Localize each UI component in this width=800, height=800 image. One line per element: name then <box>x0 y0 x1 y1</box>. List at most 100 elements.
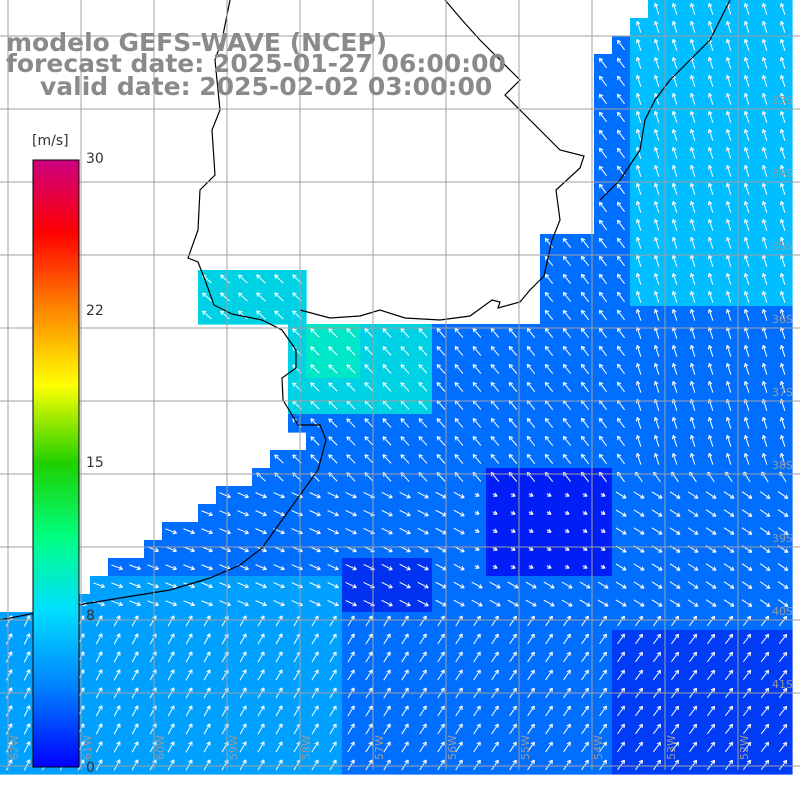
wind-arrow <box>653 110 660 123</box>
title-forecast-date: forecast date: 2025-01-27 06:00:00 <box>6 49 506 78</box>
wind-arrow <box>239 759 247 771</box>
wind-arrow <box>347 669 355 681</box>
wind-arrow <box>743 2 750 15</box>
wind-arrow <box>347 723 355 735</box>
wind-arrow <box>383 669 391 681</box>
wind-arrow <box>687 599 699 607</box>
wind-arrow <box>706 705 716 717</box>
wind-arrow <box>543 599 555 607</box>
wind-arrow <box>310 328 320 338</box>
wind-arrow <box>671 38 678 51</box>
wind-arrow <box>455 669 463 681</box>
wind-arrow <box>741 599 753 607</box>
colorbar-tick-22: 22 <box>86 303 104 319</box>
wind-arrow <box>761 308 768 321</box>
wind-arrow <box>5 723 13 735</box>
wind-arrow <box>580 237 590 249</box>
wind-arrow <box>669 563 681 571</box>
wind-arrow <box>417 491 429 499</box>
wind-arrow <box>671 362 678 375</box>
wind-arrow <box>689 128 696 141</box>
wind-arrow <box>563 651 571 663</box>
wind-arrow <box>635 380 642 393</box>
wind-arrow <box>5 741 13 753</box>
wind-arrow <box>544 309 554 321</box>
wind-arrow <box>671 110 678 123</box>
wind-arrow <box>617 723 626 735</box>
wind-arrow <box>328 346 338 356</box>
wind-arrow <box>257 705 265 717</box>
wind-arrow <box>185 651 193 663</box>
wind-arrow <box>131 669 139 681</box>
wind-arrow <box>419 669 427 681</box>
wind-arrow <box>201 600 213 607</box>
wind-arrow <box>633 563 645 571</box>
wind-arrow <box>185 705 193 717</box>
wind-arrow <box>707 2 714 15</box>
wind-arrow <box>579 599 591 607</box>
wind-arrow <box>329 633 337 645</box>
wind-arrow <box>383 759 391 771</box>
wind-arrow <box>203 651 211 663</box>
wind-arrow <box>597 581 609 589</box>
wind-arrow <box>617 705 626 717</box>
latitude-label: 40S <box>772 605 793 618</box>
wind-arrow <box>309 600 321 607</box>
wind-arrow <box>779 434 786 447</box>
wind-arrow <box>508 363 518 374</box>
wind-arrow <box>653 272 660 285</box>
wind-arrow <box>455 723 463 735</box>
wind-arrow <box>633 509 645 517</box>
wind-arrow <box>437 705 445 717</box>
wind-arrow <box>707 344 714 357</box>
wind-arrow <box>346 454 356 464</box>
wind-arrow <box>455 615 463 627</box>
wind-arrow <box>309 492 321 499</box>
wind-arrow <box>743 56 750 69</box>
wind-arrow <box>95 741 103 753</box>
wind-arrow <box>113 669 121 681</box>
wind-arrow <box>345 527 357 535</box>
wind-arrow <box>437 669 445 681</box>
wind-arrow <box>616 111 625 123</box>
wind-arrow <box>510 492 516 497</box>
wind-arrow <box>546 564 552 569</box>
wind-arrow <box>635 110 642 123</box>
wind-arrow <box>365 723 373 735</box>
wind-arrow <box>562 435 572 447</box>
wind-arrow <box>651 599 663 607</box>
wind-arrow <box>671 56 678 69</box>
wind-arrow <box>237 510 249 517</box>
wind-arrow <box>653 164 660 177</box>
wind-arrow <box>779 308 786 321</box>
wind-arrow <box>165 528 177 535</box>
wind-arrow <box>707 218 714 231</box>
wind-arrow <box>473 669 481 681</box>
wind-arrow <box>725 146 732 159</box>
wind-arrow <box>724 651 734 663</box>
wind-arrow <box>95 669 103 681</box>
wind-arrow <box>93 582 106 589</box>
wind-arrow <box>707 74 714 87</box>
wind-arrow <box>345 581 357 589</box>
wind-arrow <box>653 2 660 15</box>
wind-arrow <box>653 56 660 69</box>
wind-arrow <box>165 582 177 589</box>
wind-arrow <box>544 327 554 339</box>
wind-arrow <box>707 200 714 213</box>
wind-arrow <box>777 563 789 571</box>
wind-arrow <box>671 452 678 465</box>
wind-arrow <box>257 741 265 753</box>
wind-arrow <box>671 164 678 177</box>
wind-arrow <box>779 452 786 465</box>
wind-arrow <box>635 218 642 231</box>
wind-arrow <box>778 651 788 663</box>
longitude-label: 57W <box>373 735 386 760</box>
wind-arrow <box>275 651 283 663</box>
wind-arrow <box>310 418 320 428</box>
wind-arrow <box>437 615 445 627</box>
wind-arrow <box>382 364 392 374</box>
coastline <box>0 0 731 621</box>
wind-arrow <box>635 416 642 429</box>
